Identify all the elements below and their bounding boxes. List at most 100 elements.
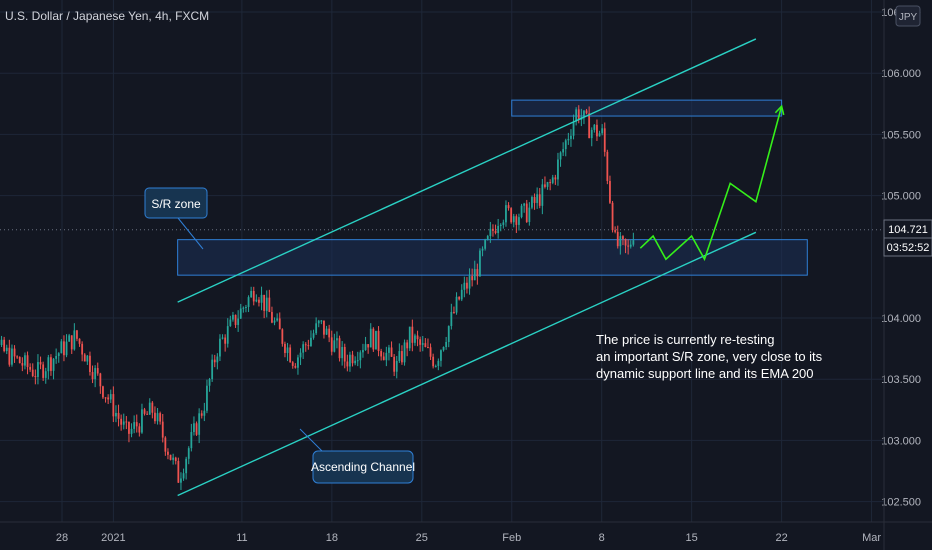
candle-body xyxy=(83,354,86,362)
candle-body xyxy=(302,344,305,353)
candle-body xyxy=(198,413,201,435)
candle-body xyxy=(432,356,435,367)
candle-body xyxy=(476,269,479,277)
candle-body xyxy=(195,423,198,435)
candle-body xyxy=(614,230,617,232)
ascending-channel xyxy=(177,38,757,497)
candle-body xyxy=(585,110,588,114)
candle-body xyxy=(141,409,143,433)
candle-body xyxy=(611,202,614,231)
candle-body xyxy=(440,350,442,361)
candle-body xyxy=(81,343,84,355)
candle-body xyxy=(549,182,552,184)
candle-body xyxy=(627,245,630,247)
candle-body xyxy=(310,337,312,347)
candle-body xyxy=(190,432,193,449)
candle-body xyxy=(367,344,370,348)
candle-body xyxy=(484,239,487,249)
candle-body xyxy=(575,109,578,122)
candle-body xyxy=(538,194,541,206)
candle-body xyxy=(564,140,567,150)
candle-body xyxy=(528,207,531,222)
candle-body xyxy=(349,354,351,367)
candle-body xyxy=(616,231,619,247)
candle-body xyxy=(468,276,471,289)
candle-body xyxy=(364,344,367,351)
candle-body xyxy=(3,339,6,352)
candle-body xyxy=(70,335,73,350)
candle-body xyxy=(520,205,523,218)
candle-body xyxy=(567,138,570,141)
candle-body xyxy=(510,208,513,223)
candle-body xyxy=(502,222,505,225)
candle-body xyxy=(0,339,3,346)
currency-badge[interactable]: JPY xyxy=(895,5,921,27)
candle-body xyxy=(291,362,294,366)
candle-body xyxy=(91,372,94,380)
candle-body xyxy=(486,236,489,240)
candle-body xyxy=(18,356,21,364)
candle-body xyxy=(167,451,169,455)
candle-body xyxy=(536,194,539,203)
candle-body xyxy=(559,152,562,160)
candle-body xyxy=(289,347,292,363)
candle-body xyxy=(351,354,354,364)
candle-body xyxy=(26,355,29,368)
candle-body xyxy=(411,326,414,343)
sr-zone-label-text: S/R zone xyxy=(151,197,201,211)
candle-body xyxy=(460,289,463,300)
candle-body xyxy=(590,129,593,139)
candle-body xyxy=(380,351,383,357)
candle-body xyxy=(122,421,125,425)
candle-body xyxy=(473,269,476,281)
projection-line xyxy=(639,105,783,262)
candle-body xyxy=(362,350,364,353)
candle-body xyxy=(341,346,344,359)
sr-zone-rect xyxy=(177,239,808,276)
candle-body xyxy=(260,294,263,303)
candle-body xyxy=(258,299,260,303)
y-tick-label: 102.500 xyxy=(881,497,921,509)
candle-body xyxy=(507,205,510,209)
candle-body xyxy=(304,344,307,346)
candle-body xyxy=(320,320,323,322)
candle-body xyxy=(55,355,58,359)
candle-body xyxy=(466,282,468,289)
candle-body xyxy=(463,282,466,290)
candle-body xyxy=(622,236,624,239)
candle-body xyxy=(421,343,424,345)
candle-body xyxy=(577,109,580,120)
candle-body xyxy=(533,197,536,203)
note-line-3: dynamic support line and its EMA 200 xyxy=(596,366,814,381)
candle-body xyxy=(206,385,208,411)
candle-body xyxy=(229,319,232,327)
candle-body xyxy=(193,423,195,433)
candle-body xyxy=(492,228,494,231)
candle-body xyxy=(255,299,258,302)
candle-body xyxy=(315,323,318,334)
countdown-tag-box xyxy=(883,237,932,257)
candle-body xyxy=(593,124,596,130)
sr-zones xyxy=(177,99,808,276)
candle-body xyxy=(307,345,310,347)
x-tick-label: 18 xyxy=(326,532,338,544)
candle-body xyxy=(13,348,16,357)
candle-body xyxy=(408,326,411,349)
candle-body xyxy=(130,428,133,434)
sr-zone-label[interactable]: S/R zone xyxy=(144,187,208,250)
candle-body xyxy=(359,352,362,361)
candle-body xyxy=(112,394,115,417)
y-tick-label: 106.000 xyxy=(881,68,921,80)
candle-body xyxy=(372,328,375,350)
x-tick-label: 28 xyxy=(56,532,68,544)
candle-body xyxy=(489,228,492,237)
candle-body xyxy=(86,355,89,362)
channel-label[interactable]: Ascending Channel xyxy=(299,428,415,484)
candle-body xyxy=(583,110,585,117)
x-tick-label: 2021 xyxy=(101,532,125,544)
candle-body xyxy=(419,339,422,345)
candle-body xyxy=(598,133,601,137)
candle-body xyxy=(89,355,91,373)
